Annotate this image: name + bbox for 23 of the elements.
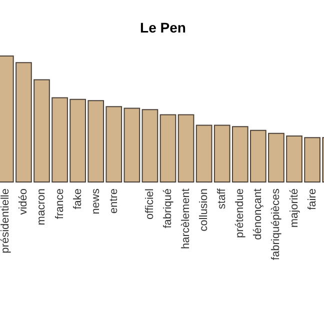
x-tick-label: présidentielle [0, 188, 12, 254]
x-tick-label: macron [36, 188, 48, 226]
x-tick-label: fabriqué [162, 188, 174, 228]
x-tick-label: fake [72, 188, 84, 210]
x-tick-label: collusion [198, 188, 210, 232]
x-tick-label: dénonçant [252, 188, 264, 240]
bar [124, 108, 140, 182]
bar [178, 114, 194, 182]
x-tick-label: officiel [144, 188, 156, 220]
x-tick-label: vidéo [18, 188, 30, 215]
x-tick-label: faire [306, 188, 318, 210]
bar [196, 124, 212, 182]
x-tick-label: entre [108, 188, 120, 214]
x-tick-label: fabriquépièces [270, 188, 282, 260]
bar [160, 114, 176, 182]
x-tick-label: staff [216, 188, 228, 210]
chart-title: Le Pen [140, 20, 186, 36]
x-tick-label: france [54, 188, 66, 220]
x-tick-label: harcèlement [180, 188, 192, 250]
x-tick-label: news [90, 188, 102, 214]
bar [142, 109, 158, 182]
x-tick-label: majorité [288, 188, 300, 228]
x-tick-label: prétendue [234, 188, 246, 238]
